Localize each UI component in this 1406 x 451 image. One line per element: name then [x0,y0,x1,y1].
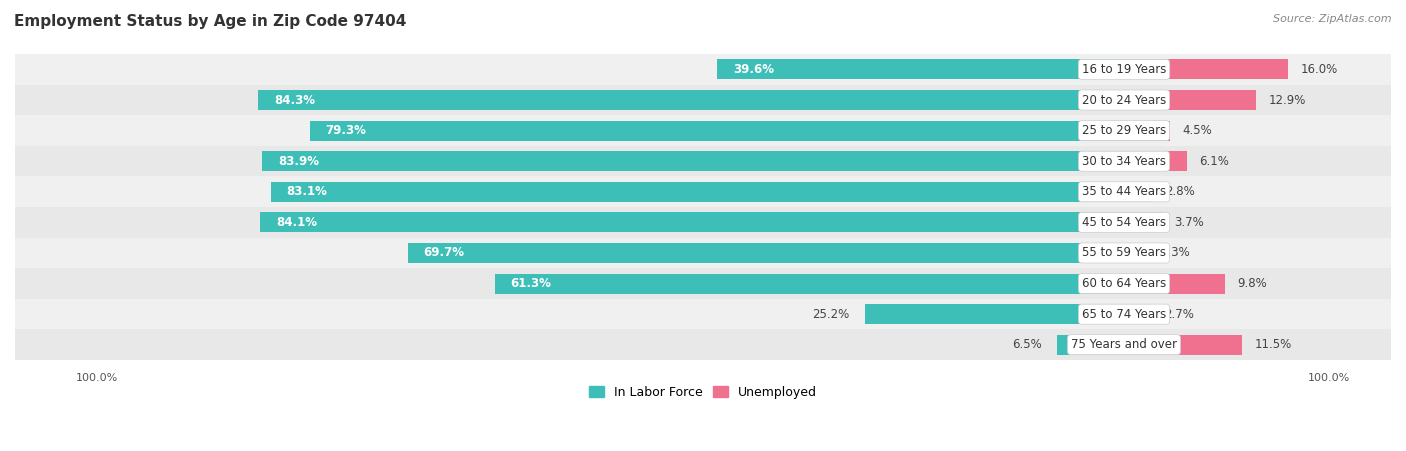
Bar [495,274,1123,294]
Bar [15,268,1391,299]
Bar [1123,212,1161,232]
Text: 65 to 74 Years: 65 to 74 Years [1081,308,1166,321]
Bar [717,60,1123,79]
Bar [263,151,1123,171]
Text: 2.8%: 2.8% [1166,185,1195,198]
Bar [15,238,1391,268]
Bar [15,176,1391,207]
Text: 79.3%: 79.3% [325,124,366,137]
Bar [1123,304,1152,324]
Bar [1123,182,1153,202]
Text: 45 to 54 Years: 45 to 54 Years [1083,216,1166,229]
Bar [1123,60,1288,79]
Text: 61.3%: 61.3% [510,277,551,290]
Text: 20 to 24 Years: 20 to 24 Years [1081,93,1166,106]
Text: 25 to 29 Years: 25 to 29 Years [1081,124,1166,137]
Text: 35 to 44 Years: 35 to 44 Years [1083,185,1166,198]
Bar [15,146,1391,176]
Bar [259,90,1123,110]
Bar [15,115,1391,146]
Text: 6.5%: 6.5% [1012,338,1042,351]
Text: 12.9%: 12.9% [1268,93,1306,106]
Bar [408,243,1123,263]
Bar [1057,335,1123,354]
Text: 30 to 34 Years: 30 to 34 Years [1083,155,1166,168]
Text: 16 to 19 Years: 16 to 19 Years [1081,63,1166,76]
Text: Employment Status by Age in Zip Code 97404: Employment Status by Age in Zip Code 974… [14,14,406,28]
Text: 60 to 64 Years: 60 to 64 Years [1081,277,1166,290]
Text: 84.3%: 84.3% [274,93,315,106]
Text: 2.3%: 2.3% [1160,247,1189,259]
Text: 6.1%: 6.1% [1199,155,1229,168]
Text: 11.5%: 11.5% [1254,338,1292,351]
Bar [15,207,1391,238]
Bar [1123,121,1170,141]
Text: 83.9%: 83.9% [278,155,319,168]
Bar [15,85,1391,115]
Text: 75 Years and over: 75 Years and over [1071,338,1177,351]
Bar [1123,335,1241,354]
Text: Source: ZipAtlas.com: Source: ZipAtlas.com [1274,14,1392,23]
Bar [15,299,1391,329]
Bar [1123,151,1187,171]
Bar [309,121,1123,141]
Bar [260,212,1123,232]
Text: 9.8%: 9.8% [1237,277,1267,290]
Text: 69.7%: 69.7% [423,247,465,259]
Bar [15,54,1391,85]
Text: 39.6%: 39.6% [733,63,773,76]
Text: 16.0%: 16.0% [1301,63,1339,76]
Text: 55 to 59 Years: 55 to 59 Years [1083,247,1166,259]
Bar [1123,274,1225,294]
Bar [15,329,1391,360]
Text: 83.1%: 83.1% [285,185,328,198]
Legend: In Labor Force, Unemployed: In Labor Force, Unemployed [583,381,823,404]
Bar [1123,243,1147,263]
Bar [1123,90,1257,110]
Text: 25.2%: 25.2% [813,308,849,321]
Text: 84.1%: 84.1% [276,216,316,229]
Bar [865,304,1123,324]
Text: 3.7%: 3.7% [1174,216,1204,229]
Text: 2.7%: 2.7% [1164,308,1194,321]
Text: 4.5%: 4.5% [1182,124,1212,137]
Bar [271,182,1123,202]
